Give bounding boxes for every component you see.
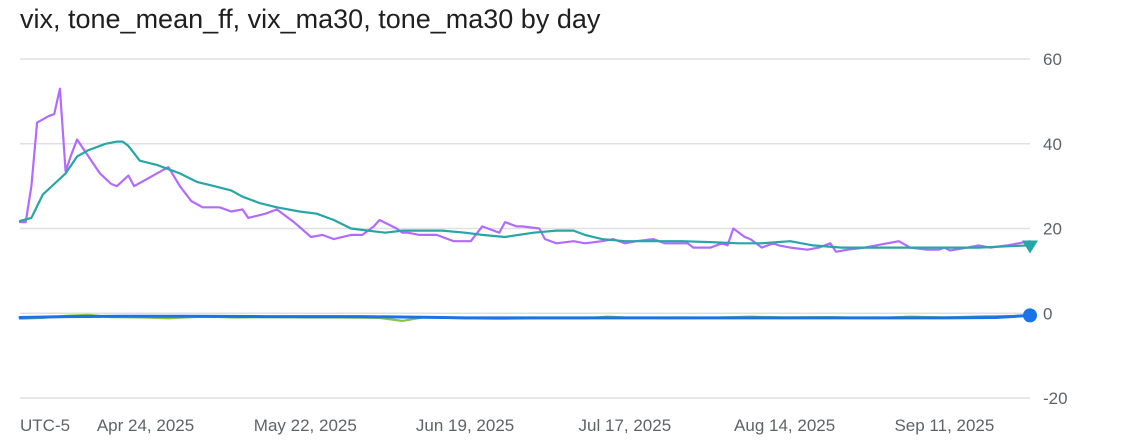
timezone-label: UTC-5 (20, 416, 70, 435)
y-tick-label: 60 (1043, 50, 1062, 69)
y-tick-label: 40 (1043, 135, 1062, 154)
end-marker-layer (1022, 240, 1038, 323)
x-tick-label: May 22, 2025 (254, 416, 357, 435)
end-marker-vix-ma30 (1022, 240, 1038, 254)
series-line-tone-ma30 (18, 313, 1032, 320)
y-axis-ticks: 60 40 20 0 -20 (1043, 50, 1068, 408)
x-tick-label: Apr 24, 2025 (97, 416, 194, 435)
series-line-vix (18, 87, 1032, 253)
series-layer (18, 87, 1032, 322)
x-tick-label: Jul 17, 2025 (579, 416, 672, 435)
x-tick-label: Sep 11, 2025 (894, 416, 994, 435)
y-tick-label: -20 (1043, 389, 1068, 408)
x-tick-label: Jun 19, 2025 (416, 416, 514, 435)
y-tick-label: 0 (1043, 304, 1052, 323)
grid-layer (20, 58, 1030, 399)
chart-title: vix, tone_mean_ff, vix_ma30, tone_ma30 b… (20, 4, 601, 34)
series-line-vix-ma30 (18, 140, 1032, 249)
x-axis-ticks: UTC-5 Apr 24, 2025 May 22, 2025 Jun 19, 20… (20, 416, 994, 435)
end-marker-tone-ma30 (1023, 308, 1037, 323)
x-tick-label: Aug 14, 2025 (734, 416, 835, 435)
y-tick-label: 20 (1043, 220, 1062, 239)
